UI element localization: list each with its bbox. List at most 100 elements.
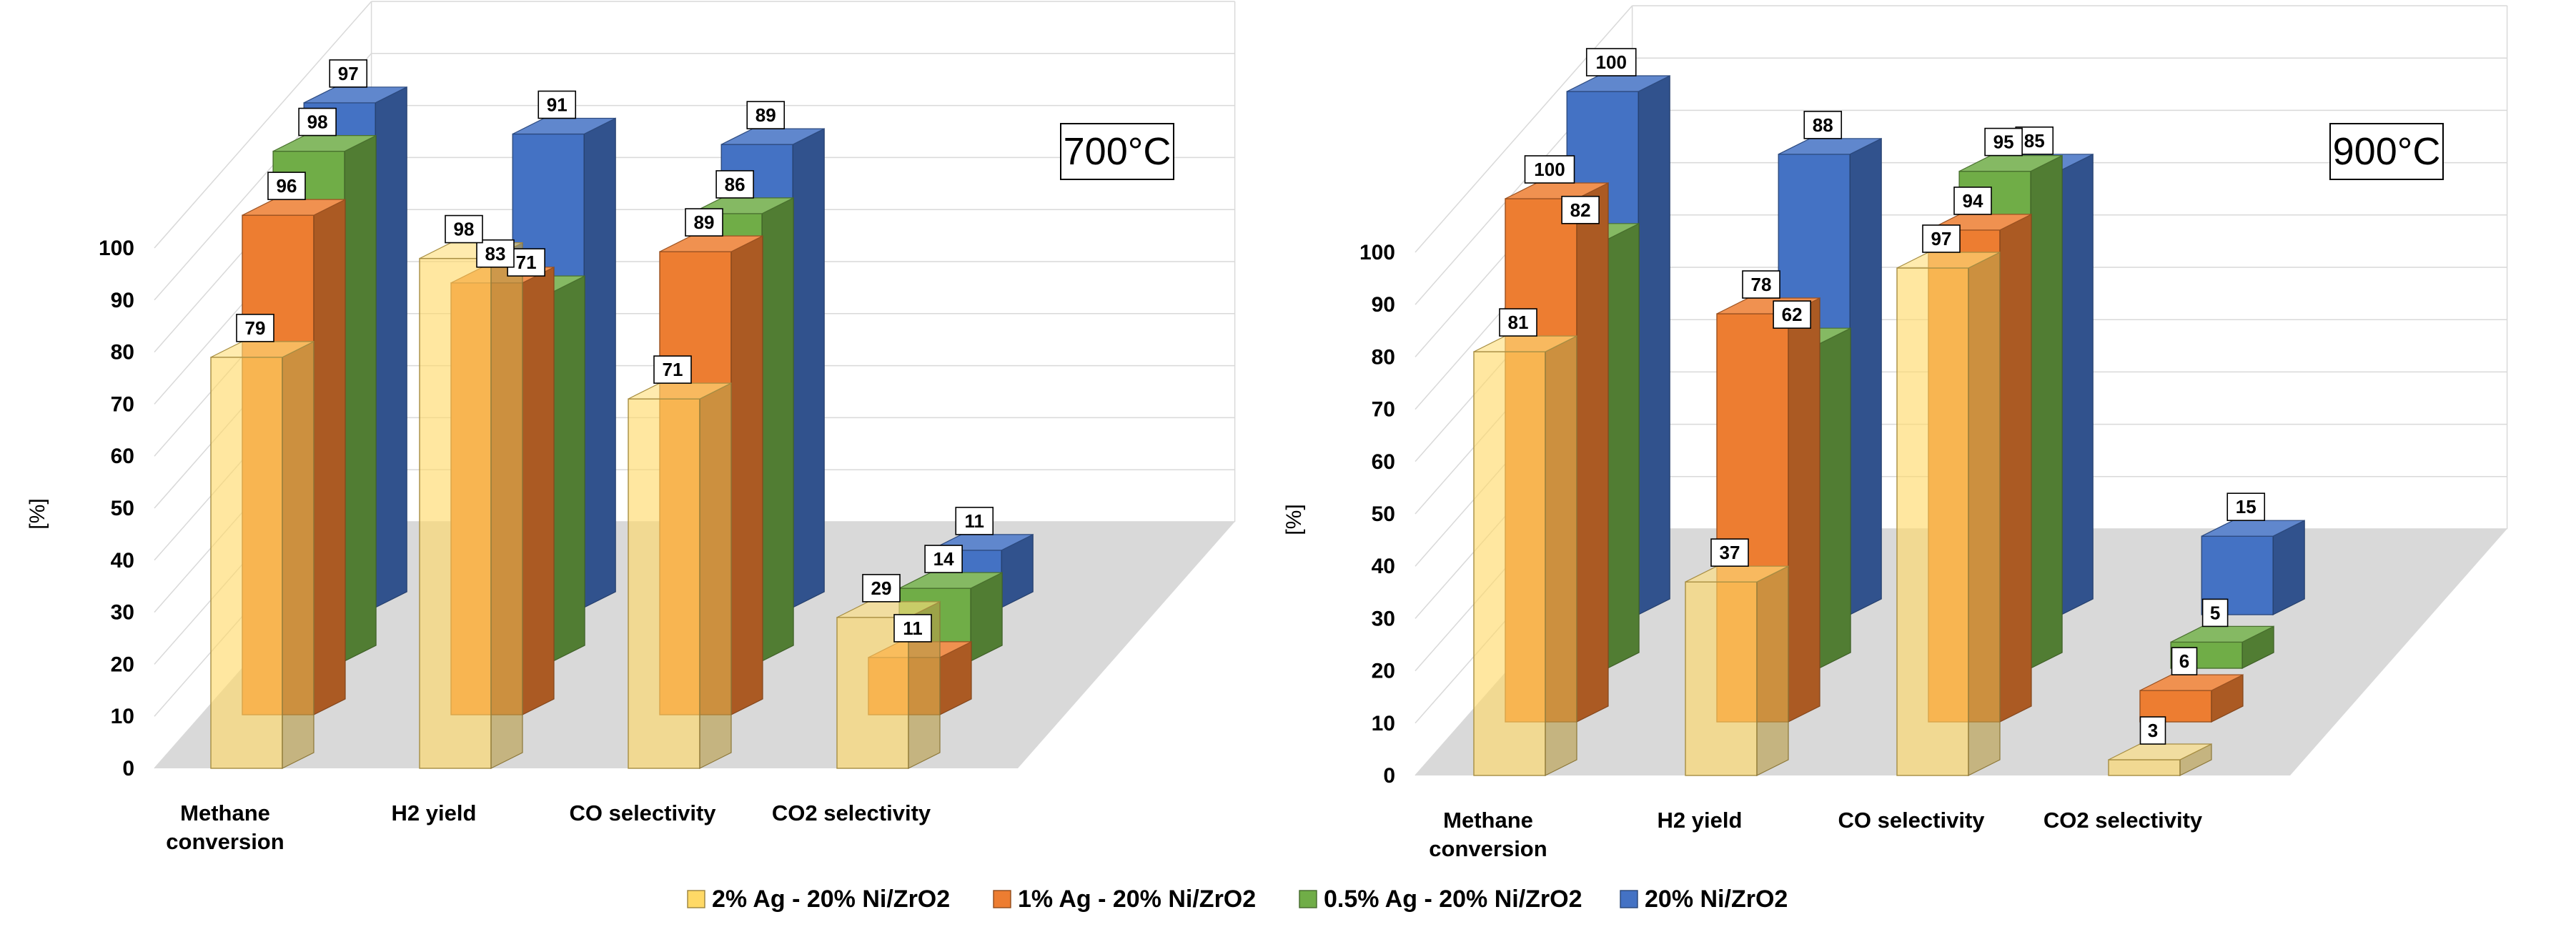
bar-top bbox=[836, 601, 941, 618]
bar-top bbox=[1473, 335, 1577, 352]
bar-side bbox=[792, 128, 825, 608]
data-label-text: 78 bbox=[1751, 274, 1772, 295]
bar-top bbox=[628, 382, 732, 400]
data-label-text: 6 bbox=[2179, 650, 2189, 672]
data-label-text: 98 bbox=[307, 111, 328, 133]
data-label: 14 bbox=[924, 545, 963, 573]
data-label: 62 bbox=[1773, 300, 1811, 329]
data-label-text: 82 bbox=[1570, 199, 1591, 221]
data-label-box bbox=[2139, 716, 2166, 745]
data-label-text: 81 bbox=[1508, 312, 1529, 333]
y-tick-label: 80 bbox=[111, 341, 134, 365]
y-tick-label: 60 bbox=[111, 445, 134, 468]
bar-side bbox=[761, 197, 794, 662]
data-label-box bbox=[298, 107, 337, 137]
data-label-text: 86 bbox=[725, 174, 745, 195]
bar-front bbox=[1685, 581, 1758, 776]
data-label: 96 bbox=[267, 172, 306, 200]
bars bbox=[210, 86, 1034, 769]
bar-front bbox=[210, 357, 283, 769]
data-label-box bbox=[862, 574, 901, 603]
bar-top bbox=[898, 572, 1003, 589]
data-label-box bbox=[893, 614, 932, 643]
data-label: 100 bbox=[1524, 155, 1575, 184]
data-label-box bbox=[1742, 270, 1780, 299]
bar bbox=[1685, 565, 1789, 776]
bar-side bbox=[1545, 335, 1577, 776]
bar-top bbox=[210, 341, 314, 358]
category-labels: Methane conversion H2 yield CO selectivity C… bbox=[166, 800, 931, 854]
legend-swatch bbox=[687, 890, 705, 908]
bar-top bbox=[659, 235, 763, 252]
data-label-text: 11 bbox=[964, 510, 984, 532]
data-labels: 100 88 85 15 82 62 95 5 100 78 94 6 81 37 97 3 bbox=[1499, 48, 2266, 745]
legend-label: 2% Ag - 20% Ni/ZrO2 bbox=[712, 886, 950, 913]
category-label: CO2 selectivity bbox=[772, 800, 931, 825]
data-label: 91 bbox=[538, 90, 577, 119]
data-label-box bbox=[329, 59, 368, 88]
category-label: CO selectivity bbox=[1838, 808, 1985, 833]
data-label-box bbox=[1984, 127, 2023, 157]
data-label: 3 bbox=[2139, 716, 2166, 745]
data-label-text: 88 bbox=[1813, 114, 1833, 136]
bar bbox=[1896, 252, 2001, 776]
bar-top bbox=[2108, 743, 2212, 760]
bar-side bbox=[375, 86, 407, 608]
y-tick-label: 70 bbox=[1372, 398, 1395, 422]
y-tick-label: 0 bbox=[122, 757, 134, 780]
bar bbox=[419, 242, 523, 769]
data-label-text: 89 bbox=[756, 104, 776, 126]
y-axis-ticks: 0 10 20 30 40 50 60 70 80 90 100 bbox=[99, 237, 134, 780]
data-label: 86 bbox=[715, 170, 754, 199]
y-tick-label: 30 bbox=[111, 601, 134, 625]
data-label-text: 15 bbox=[2236, 496, 2257, 517]
chart-title: 900°C bbox=[2333, 130, 2441, 173]
bar-front bbox=[1473, 351, 1546, 776]
legend-swatch bbox=[993, 890, 1011, 908]
data-label-text: 29 bbox=[871, 577, 892, 599]
bar-top bbox=[303, 86, 407, 104]
bars bbox=[1473, 75, 2305, 776]
category-label: CO selectivity bbox=[569, 800, 716, 825]
data-label: 88 bbox=[1803, 111, 1843, 139]
legend-item: 2% Ag - 20% Ni/ZrO2 bbox=[687, 886, 950, 913]
data-label: 97 bbox=[329, 59, 368, 88]
data-label-text: 100 bbox=[1596, 51, 1627, 73]
y-tick-label: 80 bbox=[1372, 345, 1395, 369]
bar-side bbox=[1999, 213, 2032, 723]
bar bbox=[628, 382, 732, 769]
legend-label: 1% Ag - 20% Ni/ZrO2 bbox=[1018, 886, 1256, 913]
data-label: 85 bbox=[2015, 127, 2054, 155]
data-label: 94 bbox=[1953, 187, 1992, 215]
y-tick-label: 90 bbox=[111, 289, 134, 312]
bar-top bbox=[1896, 252, 2001, 269]
data-label: 81 bbox=[1499, 308, 1537, 337]
bar-top bbox=[1685, 565, 1789, 582]
data-label-box bbox=[1524, 155, 1575, 184]
data-label-text: 71 bbox=[516, 252, 537, 273]
bar-side bbox=[553, 275, 585, 662]
data-label: 11 bbox=[893, 614, 932, 643]
legend: 2% Ag - 20% Ni/ZrO2 1% Ag - 20% Ni/ZrO2 0.… bbox=[687, 886, 1788, 913]
bar bbox=[2139, 674, 2244, 723]
gridline-side bbox=[154, 1, 372, 249]
temperature-box bbox=[2329, 123, 2444, 180]
bar-front bbox=[1896, 267, 1969, 776]
bar bbox=[2170, 625, 2274, 669]
bar-top bbox=[512, 117, 616, 135]
bar-side bbox=[1756, 565, 1789, 776]
bar-side bbox=[1788, 297, 1820, 723]
bar-top bbox=[242, 199, 346, 216]
data-label: 15 bbox=[2226, 492, 2266, 522]
data-label-text: 96 bbox=[277, 175, 297, 197]
data-label: 29 bbox=[862, 574, 901, 603]
data-label-text: 91 bbox=[547, 94, 568, 116]
data-label: 89 bbox=[685, 208, 723, 237]
bar-front bbox=[419, 257, 492, 769]
y-tick-label: 100 bbox=[1359, 241, 1395, 264]
data-label-box bbox=[1773, 300, 1811, 329]
data-label: 71 bbox=[653, 355, 692, 384]
data-label-text: 83 bbox=[485, 243, 506, 264]
data-label: 6 bbox=[2171, 647, 2198, 675]
chart-title: 700°C bbox=[1064, 130, 1171, 173]
